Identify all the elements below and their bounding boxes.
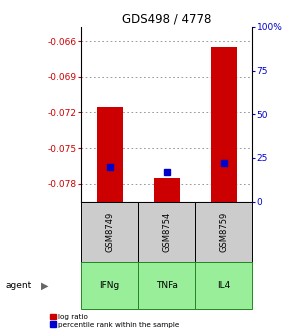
Text: GSM8759: GSM8759 [219,212,228,252]
Text: ▶: ▶ [41,281,48,291]
Legend: log ratio, percentile rank within the sample: log ratio, percentile rank within the sa… [47,311,182,331]
Title: GDS498 / 4778: GDS498 / 4778 [122,13,211,26]
Bar [97,107,123,202]
Bar [81,202,138,262]
Bar [81,262,138,309]
Text: IL4: IL4 [217,281,231,290]
Bar [138,202,195,262]
Text: agent: agent [6,281,32,290]
Bar [154,178,180,202]
Bar [195,202,252,262]
Bar [211,47,237,202]
Text: GSM8749: GSM8749 [105,212,114,252]
Text: GSM8754: GSM8754 [162,212,171,252]
Bar [138,262,195,309]
Bar [195,262,252,309]
Text: IFNg: IFNg [99,281,120,290]
Text: TNFa: TNFa [156,281,178,290]
